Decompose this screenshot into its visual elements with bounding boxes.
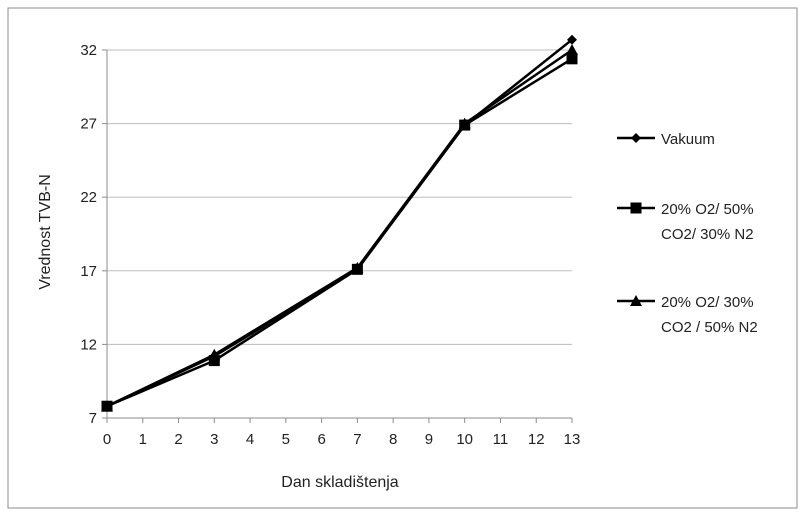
y-axis-title: Vrednost TVB-N [37,174,54,290]
axes [102,49,573,423]
triangle-marker [101,400,113,412]
legend-label: 20% O2/ 50% [661,201,754,218]
x-tick-label: 13 [564,431,581,448]
x-tick-label: 12 [528,431,545,448]
legend-entry-2: 20% O2/ 50% CO2/ 30% N2 [617,201,754,243]
triangle-marker [630,295,642,306]
x-tick-label: 4 [246,431,254,448]
x-tick-label: 8 [389,431,397,448]
x-tick-label: 11 [493,431,509,448]
y-tick-label: 12 [80,336,97,353]
series-group [101,34,578,412]
triangle-marker [351,261,364,273]
x-tick-labels: 0 1 2 3 4 5 6 7 8 9 10 11 12 13 [103,431,581,448]
x-tick-label: 7 [353,431,361,448]
diamond-marker [631,133,641,143]
x-tick-label: 5 [282,431,290,448]
y-tick-label: 32 [80,42,97,59]
triangle-marker [566,44,578,55]
chart-frame [7,7,798,509]
legend-label: 20% O2/ 30% [661,294,754,311]
square-marker [208,355,220,367]
y-tick-label: 27 [80,116,97,133]
triangle-marker [208,348,221,360]
legend-label: CO2/ 30% N2 [661,226,754,243]
legend-entry-1: Vakuum [617,131,715,148]
square-marker [630,202,642,214]
legend-entry-3: 20% O2/ 30% CO2 / 50% N2 [617,294,758,336]
legend: Vakuum 20% O2/ 50% CO2/ 30% N2 20% O2/ 30% C… [617,131,758,336]
x-axis-title: Dan skladištenja [281,474,399,491]
x-tick-label: 3 [210,431,218,448]
legend-label: Vakuum [661,131,715,148]
x-tick-label: 1 [139,431,147,448]
y-tick-labels: 7 12 17 22 27 32 [80,42,97,427]
y-tick-label: 7 [89,410,97,427]
diamond-marker [567,34,577,45]
legend-label: CO2 / 50% N2 [661,319,758,336]
triangle-marker [458,117,471,129]
x-tick-label: 9 [425,431,433,448]
y-tick-label: 22 [80,189,97,206]
x-tick-label: 6 [317,431,325,448]
gridlines [107,49,572,345]
x-tick-label: 2 [174,431,182,448]
x-tick-label: 10 [456,431,473,448]
series-3 [101,44,578,412]
y-tick-label: 17 [80,263,97,280]
x-tick-label: 0 [103,431,111,448]
square-marker [566,53,578,65]
